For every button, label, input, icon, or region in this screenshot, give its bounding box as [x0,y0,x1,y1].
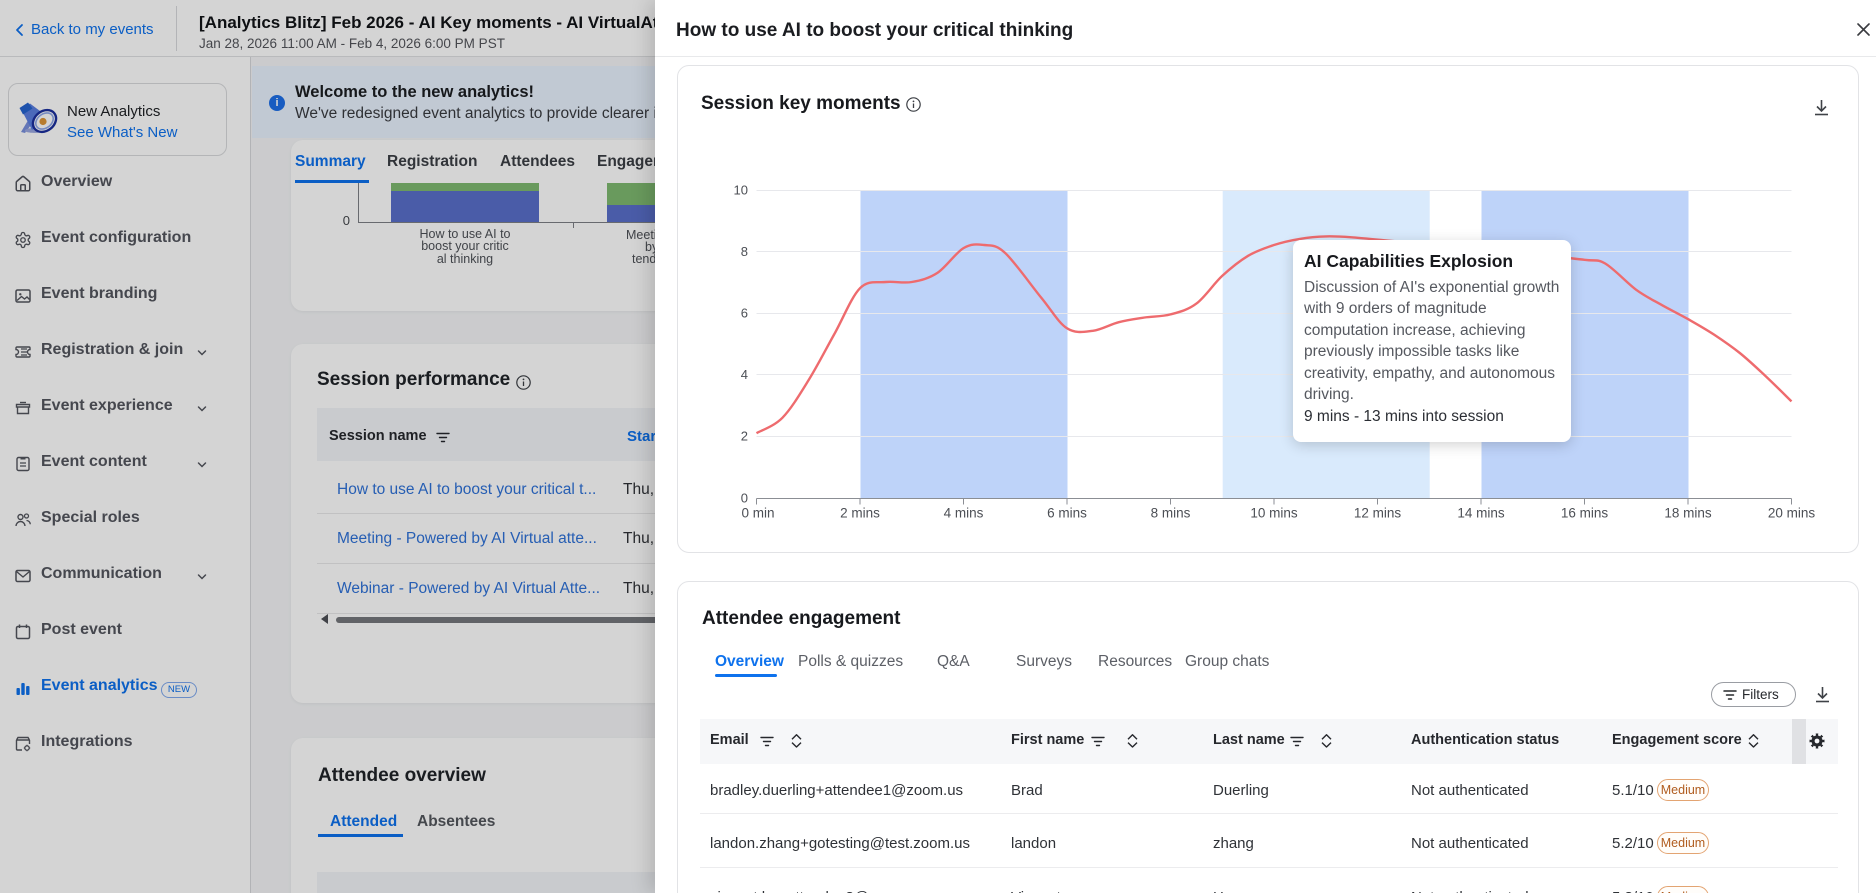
svg-text:2 mins: 2 mins [840,506,880,521]
svg-text:6: 6 [741,306,748,321]
svg-text:2: 2 [741,429,748,444]
svg-text:8: 8 [741,244,748,259]
svg-text:16 mins: 16 mins [1561,506,1609,521]
svg-text:4 mins: 4 mins [944,506,984,521]
svg-text:12 mins: 12 mins [1354,506,1402,521]
svg-text:6 mins: 6 mins [1047,506,1087,521]
svg-text:10: 10 [734,183,748,198]
svg-text:8 mins: 8 mins [1151,506,1191,521]
svg-text:0: 0 [741,491,748,506]
svg-text:4: 4 [741,367,748,382]
svg-text:10 mins: 10 mins [1250,506,1298,521]
svg-text:18 mins: 18 mins [1664,506,1712,521]
svg-text:14 mins: 14 mins [1457,506,1505,521]
svg-text:0 min: 0 min [741,506,774,521]
svg-text:20 mins: 20 mins [1768,506,1816,521]
